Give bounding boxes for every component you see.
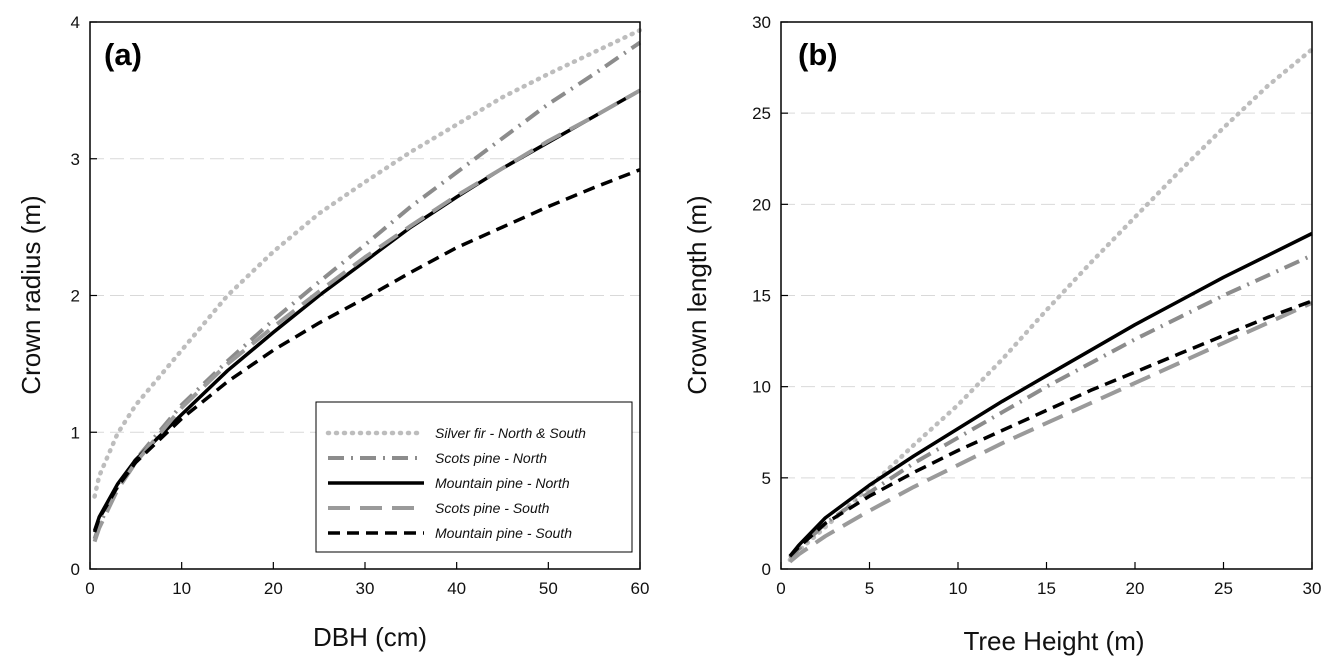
series-line-a-4	[92, 168, 641, 533]
x-tick-label-a-3: 30	[356, 579, 375, 598]
legend-label-4: Mountain pine - South	[435, 525, 572, 541]
series-line-b-1	[788, 253, 1313, 560]
legend-label-2: Mountain pine - North	[435, 475, 570, 491]
y-tick-label-a-4: 4	[71, 13, 80, 32]
legend: Silver fir - North & South Scots pine - N…	[315, 401, 633, 553]
legend-label-3: Scots pine - South	[435, 500, 550, 516]
x-tick-label-b-1: 5	[865, 579, 874, 598]
x-tick-label-b-2: 10	[949, 579, 968, 598]
y-tick-label-a-2: 2	[71, 287, 80, 306]
legend-label-1: Scots pine - North	[435, 450, 547, 466]
chart-panel-b: (b) Tree Height (m) Crown length (m) 0 5 1…	[682, 13, 1321, 656]
x-tick-label-a-0: 0	[85, 579, 94, 598]
y-tick-label-b-5: 25	[752, 104, 771, 123]
legend-box	[315, 401, 633, 553]
panel-label-a: (a)	[104, 37, 142, 72]
panel-label-b: (b)	[798, 37, 838, 72]
series-line-a-0	[92, 27, 643, 499]
x-tick-label-a-1: 10	[172, 579, 191, 598]
y-tick-label-b-1: 5	[762, 469, 771, 488]
x-tick-label-b-3: 15	[1037, 579, 1056, 598]
x-tick-label-b-4: 20	[1126, 579, 1145, 598]
series-line-b-0	[787, 47, 1315, 563]
x-tick-label-a-4: 40	[447, 579, 466, 598]
y-tick-label-b-2: 10	[752, 378, 771, 397]
x-axis-title-a: DBH (cm)	[313, 622, 427, 652]
y-tick-label-b-3: 15	[752, 287, 771, 306]
x-tick-label-a-5: 50	[539, 579, 558, 598]
series-line-b-3	[788, 300, 1313, 564]
legend-label-0: Silver fir - North & South	[435, 425, 586, 441]
x-tick-label-b-5: 25	[1214, 579, 1233, 598]
y-tick-label-a-1: 1	[71, 423, 80, 442]
chart-panel-a: (a) DBH (cm) Crown radius (m) 0 10 20 30 40 5…	[16, 13, 649, 652]
y-axis-title-a: Crown radius (m)	[16, 195, 46, 394]
x-axis-title-b: Tree Height (m)	[963, 626, 1144, 656]
y-axis-title-b: Crown length (m)	[682, 195, 712, 394]
y-tick-label-b-4: 20	[752, 195, 771, 214]
x-tick-label-a-2: 20	[264, 579, 283, 598]
x-tick-label-a-6: 60	[631, 579, 650, 598]
x-tick-label-b-6: 30	[1303, 579, 1322, 598]
y-tick-label-a-0: 0	[71, 560, 80, 579]
x-tick-label-b-0: 0	[776, 579, 785, 598]
y-tick-label-a-3: 3	[71, 150, 80, 169]
series-line-b-4	[788, 299, 1313, 558]
series-line-b-2	[788, 231, 1313, 558]
y-tick-label-b-0: 0	[762, 560, 771, 579]
y-tick-label-b-6: 30	[752, 13, 771, 32]
